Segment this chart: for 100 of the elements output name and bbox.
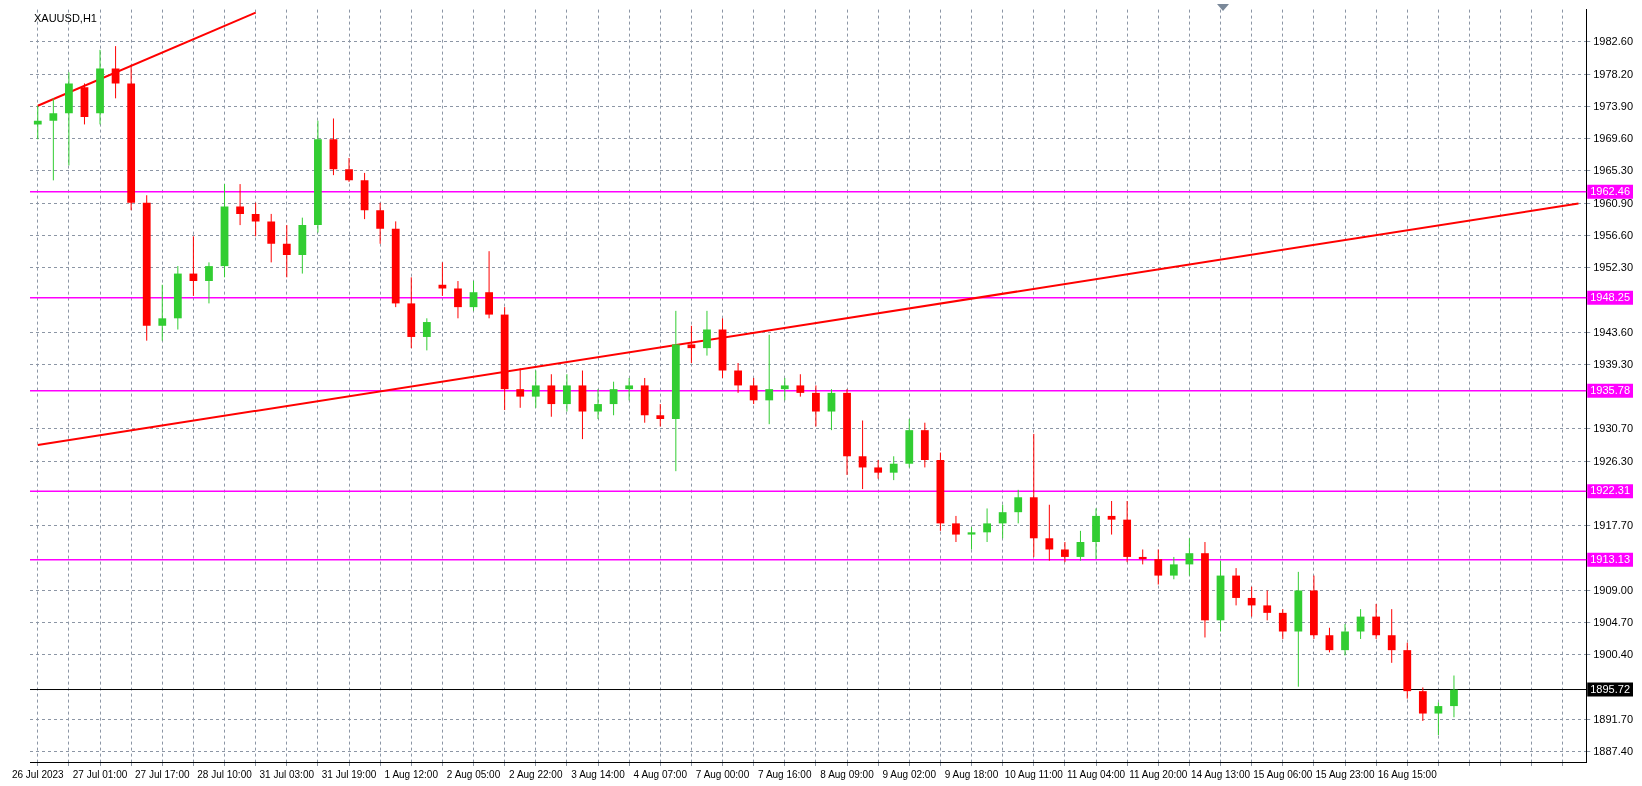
candlestick — [454, 280, 462, 319]
ref-line-label: 1895.72 — [1590, 682, 1630, 695]
candlestick — [874, 459, 883, 480]
x-tick-label: 4 Aug 07:00 — [633, 768, 688, 780]
candlestick — [687, 325, 696, 364]
candlestick — [749, 377, 758, 405]
candlestick — [158, 284, 167, 342]
y-tick-label: 1982.60 — [1593, 34, 1633, 47]
x-tick-label: 31 Jul 19:00 — [321, 768, 377, 780]
candlestick — [1247, 586, 1256, 618]
y-tick-label: 1978.20 — [1593, 67, 1633, 80]
y-tick-label: 1965.30 — [1593, 163, 1633, 176]
x-tick-label: 3 Aug 14:00 — [571, 768, 626, 780]
x-tick-label: 28 Jul 10:00 — [197, 768, 253, 780]
candlestick — [998, 504, 1007, 539]
candlestick — [531, 370, 540, 409]
candlestick — [1107, 500, 1116, 536]
y-tick-label: 1909.00 — [1593, 583, 1633, 596]
candlestick — [1045, 504, 1054, 562]
y-tick-label: 1956.60 — [1593, 228, 1633, 241]
y-tick-label: 1973.90 — [1593, 99, 1633, 112]
candlestick — [594, 388, 602, 420]
candlestick — [983, 507, 991, 543]
candlestick — [625, 377, 634, 401]
candlestick — [563, 373, 571, 413]
y-tick-label: 1917.70 — [1593, 518, 1633, 531]
y-tick-label: 1939.30 — [1593, 357, 1633, 370]
candlestick — [1278, 608, 1287, 640]
candlestick — [796, 373, 805, 398]
candlestick — [205, 261, 213, 304]
candlestick — [282, 224, 291, 278]
candlestick — [267, 213, 276, 263]
candlestick — [422, 317, 431, 351]
y-tick-label: 1930.70 — [1593, 421, 1633, 434]
ref-line-label: 1948.25 — [1590, 290, 1630, 303]
candlestick — [1076, 530, 1085, 562]
y-tick-label: 1887.40 — [1593, 744, 1633, 757]
y-tick-label: 1904.70 — [1593, 615, 1633, 628]
candlestick — [1341, 623, 1349, 656]
candlestick — [485, 250, 493, 319]
candlestick — [345, 157, 353, 183]
x-tick-label: 15 Aug 23:00 — [1315, 768, 1375, 780]
candlestick — [251, 202, 260, 237]
x-tick-label: 31 Jul 03:00 — [259, 768, 315, 780]
candlestick — [765, 334, 774, 425]
candlestick — [376, 202, 385, 245]
y-tick-label: 1891.70 — [1593, 712, 1633, 725]
candlestick — [889, 455, 898, 481]
candlestick — [656, 403, 665, 427]
candlestick — [967, 526, 976, 550]
x-tick-label: 2 Aug 05:00 — [446, 768, 501, 780]
candlestick — [49, 97, 58, 181]
ref-line-label: 1962.46 — [1590, 184, 1630, 197]
x-tick-label: 15 Aug 06:00 — [1253, 768, 1313, 780]
y-tick-label: 1926.30 — [1593, 454, 1633, 467]
candlestick — [1154, 548, 1163, 586]
candlestick — [1450, 675, 1458, 718]
candlestick — [703, 310, 711, 357]
x-tick-label: 26 Jul 2023 — [11, 768, 65, 780]
x-tick-label: 11 Aug 20:00 — [1129, 768, 1188, 780]
candlestick — [1434, 701, 1443, 736]
candlestick — [469, 280, 478, 312]
candlestick — [1372, 603, 1381, 640]
candlestick — [1232, 567, 1240, 606]
candlestick — [734, 362, 742, 394]
x-tick-label: 7 Aug 16:00 — [758, 768, 812, 780]
candlestick — [547, 373, 556, 418]
candlestick — [1387, 608, 1396, 664]
ref-line-label: 1913.13 — [1590, 552, 1630, 565]
x-tick-label: 14 Aug 13:00 — [1191, 768, 1251, 780]
ref-line-label: 1922.31 — [1590, 484, 1630, 497]
candlestick — [780, 377, 789, 401]
x-tick-label: 1 Aug 12:00 — [384, 768, 439, 780]
candlestick — [1263, 589, 1272, 621]
candlestick — [1418, 686, 1427, 722]
x-tick-label: 10 Aug 11:00 — [1004, 768, 1064, 780]
candlestick — [1325, 627, 1334, 653]
candlestick — [609, 381, 618, 416]
y-tick-label: 1960.90 — [1593, 196, 1633, 209]
ref-line-label: 1935.78 — [1590, 383, 1630, 396]
candlestick — [1061, 541, 1069, 563]
candlestick — [952, 515, 960, 543]
x-tick-label: 7 Aug 00:00 — [695, 768, 750, 780]
y-tick-label: 1900.40 — [1593, 647, 1633, 660]
candlestick — [812, 384, 820, 427]
y-tick-label: 1969.60 — [1593, 131, 1633, 144]
x-tick-label: 27 Jul 17:00 — [135, 768, 190, 780]
candlestick — [1169, 556, 1178, 580]
candlestick — [516, 367, 525, 409]
x-tick-label: 2 Aug 22:00 — [509, 768, 563, 780]
x-tick-label: 16 Aug 15:00 — [1377, 768, 1438, 780]
candlestick — [827, 388, 836, 431]
chart-title: XAUUSD,H1 — [34, 12, 97, 25]
x-tick-label: 8 Aug 09:00 — [820, 768, 875, 780]
y-tick-label: 1943.60 — [1593, 325, 1633, 338]
x-tick-label: 27 Jul 01:00 — [72, 768, 128, 780]
x-tick-label: 11 Aug 04:00 — [1066, 768, 1126, 780]
candlestick — [1014, 489, 1023, 524]
y-tick-label: 1952.30 — [1593, 260, 1633, 273]
x-tick-label: 9 Aug 18:00 — [944, 768, 999, 780]
